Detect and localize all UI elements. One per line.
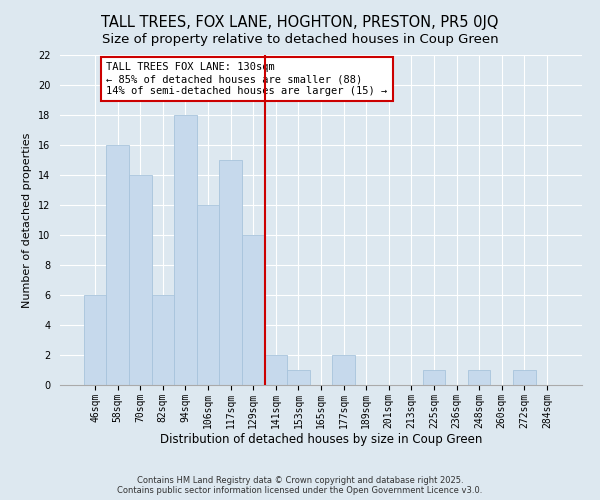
Y-axis label: Number of detached properties: Number of detached properties — [22, 132, 32, 308]
X-axis label: Distribution of detached houses by size in Coup Green: Distribution of detached houses by size … — [160, 434, 482, 446]
Bar — [265, 355, 287, 385]
Bar — [287, 370, 310, 385]
Bar — [468, 370, 490, 385]
Bar — [197, 205, 220, 385]
Bar — [84, 295, 106, 385]
Bar — [220, 160, 242, 385]
Bar — [129, 175, 152, 385]
Text: TALL TREES, FOX LANE, HOGHTON, PRESTON, PR5 0JQ: TALL TREES, FOX LANE, HOGHTON, PRESTON, … — [101, 15, 499, 30]
Bar — [422, 370, 445, 385]
Text: Contains HM Land Registry data © Crown copyright and database right 2025.
Contai: Contains HM Land Registry data © Crown c… — [118, 476, 482, 495]
Text: TALL TREES FOX LANE: 130sqm
← 85% of detached houses are smaller (88)
14% of sem: TALL TREES FOX LANE: 130sqm ← 85% of det… — [106, 62, 388, 96]
Bar — [513, 370, 536, 385]
Bar — [106, 145, 129, 385]
Bar — [174, 115, 197, 385]
Text: Size of property relative to detached houses in Coup Green: Size of property relative to detached ho… — [101, 32, 499, 46]
Bar — [152, 295, 174, 385]
Bar — [332, 355, 355, 385]
Bar — [242, 235, 265, 385]
